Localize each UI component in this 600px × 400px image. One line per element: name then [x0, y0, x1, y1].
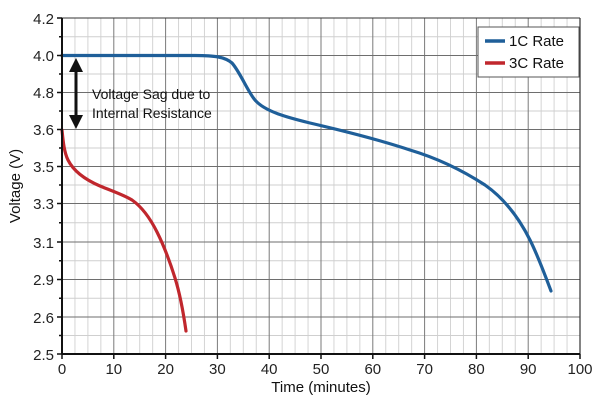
y-tick-label: 4.2 — [33, 11, 54, 28]
y-tick-label: 3.6 — [33, 122, 54, 139]
y-tick-label: 4.0 — [33, 48, 54, 65]
y-tick-label: 3.5 — [33, 159, 54, 176]
legend: 1C Rate 3C Rate — [477, 26, 580, 78]
annotation-line-2: Internal Resistance — [92, 105, 212, 121]
y-tick-label: 3.1 — [33, 235, 54, 252]
annotation-line-1: Voltage Sag due to — [92, 86, 211, 102]
y-axis-title: Voltage (V) — [7, 149, 24, 223]
y-tick-label: 2.6 — [33, 310, 54, 327]
x-tick-label: 80 — [468, 361, 485, 378]
y-tick-labels: 4.2 4.0 4.8 3.6 3.5 3.3 3.1 2.9 2.6 2.5 — [33, 11, 54, 364]
y-tick-label: 2.5 — [33, 347, 54, 364]
x-axis-ticks — [61, 354, 581, 359]
legend-box — [477, 26, 580, 78]
legend-label: 3C Rate — [509, 55, 564, 72]
x-tick-label: 60 — [364, 361, 381, 378]
y-tick-label: 2.9 — [33, 272, 54, 289]
x-tick-label: 40 — [261, 361, 278, 378]
grid-major-horizontal — [62, 55, 580, 318]
legend-label: 1C Rate — [509, 33, 564, 50]
grid-major-vertical — [113, 18, 529, 354]
series-line-1c-rate — [60, 53, 553, 293]
y-axis-ticks — [57, 17, 62, 355]
x-tick-label: 90 — [520, 361, 537, 378]
voltage-sag-annotation: Voltage Sag due to Internal Resistance — [69, 58, 212, 129]
y-tick-label: 3.3 — [33, 196, 54, 213]
y-tick-label: 4.8 — [33, 85, 54, 102]
series-line-3c-rate — [60, 128, 188, 333]
x-axis-title: Time (minutes) — [271, 379, 370, 396]
arrow-head-up-icon — [69, 58, 83, 72]
legend-item-1c-rate: 1C Rate — [485, 33, 564, 50]
arrow-head-down-icon — [69, 115, 83, 129]
x-tick-label: 70 — [416, 361, 433, 378]
x-tick-label: 0 — [58, 361, 66, 378]
x-tick-label: 20 — [157, 361, 174, 378]
x-tick-labels: 0 10 20 30 40 50 60 70 80 90 100 — [58, 361, 593, 378]
x-tick-label: 100 — [567, 361, 592, 378]
x-tick-label: 10 — [105, 361, 122, 378]
x-tick-label: 50 — [313, 361, 330, 378]
legend-item-3c-rate: 3C Rate — [485, 55, 564, 72]
x-tick-label: 30 — [209, 361, 226, 378]
